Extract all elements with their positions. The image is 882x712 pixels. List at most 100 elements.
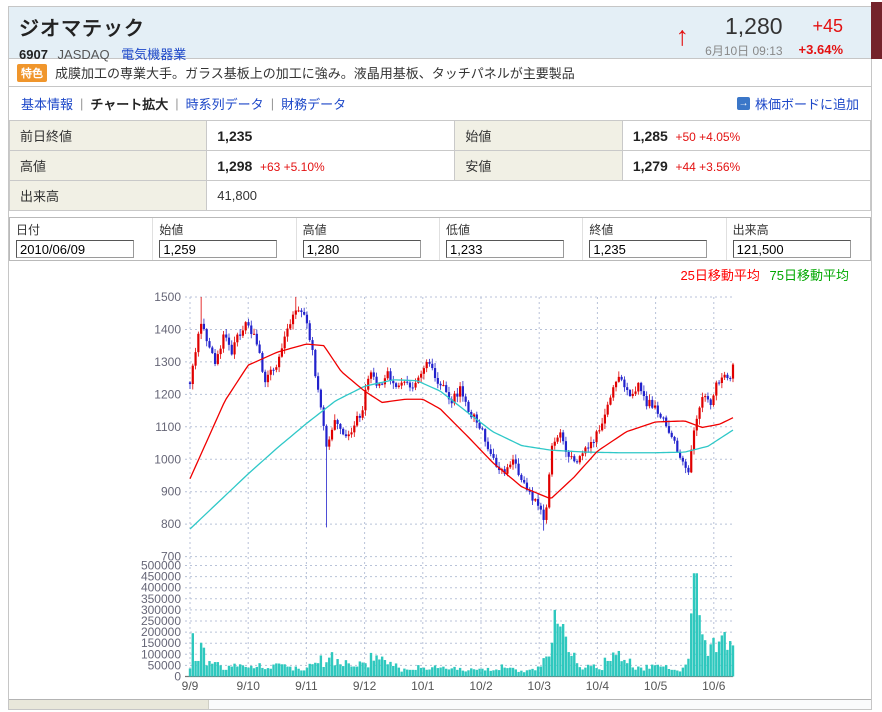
nav-separator: | [175,96,179,111]
feature-badge: 特色 [17,63,47,82]
low-field-cell: 低値 [440,218,584,260]
price-block: 1,280 ↑ +45 6月10日 09:13 +3.64% [676,13,843,59]
svg-text:450000: 450000 [141,570,181,584]
price-change-percent: +3.64% [798,42,843,57]
svg-text:9/12: 9/12 [353,679,377,693]
price-change: +45 [812,16,843,36]
stock-header: ジオマテック 6907 JASDAQ 電気機器業 1,280 ↑ +45 6月1… [9,7,871,62]
svg-text:150000: 150000 [141,636,181,650]
svg-text:1000: 1000 [154,452,181,466]
svg-text:10/1: 10/1 [411,679,435,693]
volume-field-cell: 出来高 [727,218,870,260]
high-change: +63 +5.10% [259,159,325,174]
section-nav: 基本情報 | チャート拡大 | 時系列データ | 財務データ → 株価ボードに追… [9,87,871,120]
cutoff-value-cell [209,700,871,709]
svg-text:10/5: 10/5 [644,679,668,693]
svg-text:700: 700 [161,550,181,564]
tab-chart-expand-active[interactable]: チャート拡大 [90,97,169,112]
open-input[interactable] [159,240,278,258]
next-section-cutoff [9,699,871,709]
low-label: 安値 [454,150,623,181]
svg-text:100000: 100000 [141,647,181,661]
high-number: 1,298 [217,157,253,174]
price-summary-table: 前日終値 1,235 始値 1,285 +50 +4.05% 高値 1,298 … [8,120,872,211]
volume-input[interactable] [732,240,851,258]
daily-quote-form: 日付 始値 高値 低値 終値 出来高 [9,217,871,261]
tab-financial-data[interactable]: 財務データ [281,97,347,112]
open-change: +50 +4.05% [675,129,741,144]
stock-identity: ジオマテック 6907 JASDAQ 電気機器業 [19,12,186,63]
open-value: 1,285 +50 +4.05% [621,120,872,151]
stock-candlestick-chart: 7008009001000110012001300140015000500001… [141,290,735,693]
svg-text:200000: 200000 [141,625,181,639]
high-value: 1,298 +63 +5.10% [206,150,456,181]
open-label: 始値 [454,120,623,151]
volume-number: 41,800 [217,188,258,203]
high-field-label: 高値 [302,223,327,237]
chart-area: 700 800 900 1000 1100 1200 1300 1400 1500 0 50000 1… [9,281,871,699]
price-up-arrow-icon: ↑ [675,20,690,51]
svg-text:10/6: 10/6 [702,679,726,693]
date-field-cell: 日付 [10,218,154,260]
low-value: 1,279 +44 +3.56% [621,150,872,181]
svg-text:10/2: 10/2 [469,679,493,693]
date-label: 日付 [16,223,41,237]
prev-close-number: 1,235 [217,127,253,144]
company-feature-row: 特色 成膜加工の専業大手。ガラス基板上の加工に強み。液晶用基板、タッチパネルが主… [9,59,871,87]
tab-time-series[interactable]: 時系列データ [185,97,264,112]
nav-separator: | [270,96,275,111]
svg-text:900: 900 [161,485,181,499]
date-input[interactable] [16,240,134,258]
svg-text:9/9: 9/9 [182,679,199,693]
stock-code-line: 6907 JASDAQ 電気機器業 [19,44,186,63]
low-number: 1,279 [632,157,668,174]
svg-text:1500: 1500 [154,290,181,304]
svg-text:9/10: 9/10 [237,679,261,693]
high-input[interactable] [302,240,421,258]
prev-close-label: 前日終値 [8,120,208,151]
low-input[interactable] [445,240,564,258]
svg-text:800: 800 [161,517,181,531]
ma75-legend-label: 75日移動平均 [769,268,849,283]
svg-text:500000: 500000 [141,559,181,573]
low-field-label: 低値 [445,223,470,237]
table-row: 高値 1,298 +63 +5.10% 安値 1,279 +44 +3.56% [8,150,872,181]
svg-text:50000: 50000 [148,658,182,672]
svg-text:10/4: 10/4 [586,679,610,693]
ma25-legend-label: 25日移動平均 [680,268,760,283]
svg-text:1100: 1100 [155,420,181,434]
stock-code: 6907 [19,47,48,62]
stock-name: ジオマテック [19,18,145,40]
cutoff-label-cell [9,700,209,709]
svg-text:10/3: 10/3 [528,679,552,693]
close-input[interactable] [589,240,708,258]
add-to-board-link[interactable]: 株価ボードに追加 [754,97,859,112]
svg-text:0: 0 [174,670,181,684]
current-price: 1,280 [724,13,783,39]
close-field-label: 終値 [589,223,614,237]
volume-label: 出来高 [8,180,208,211]
svg-text:1300: 1300 [154,355,181,369]
svg-text:1400: 1400 [154,322,181,336]
svg-text:400000: 400000 [141,581,181,595]
svg-text:300000: 300000 [141,603,181,617]
volume-field-label: 出来高 [732,223,769,237]
table-row: 出来高 41,800 [8,180,871,211]
prev-close-value: 1,235 [206,120,456,151]
volume-value: 41,800 [206,180,871,211]
stock-market: JASDAQ [57,47,110,62]
tab-basic-info[interactable]: 基本情報 [21,97,74,112]
stock-detail-page: ジオマテック 6907 JASDAQ 電気機器業 1,280 ↑ +45 6月1… [8,6,872,710]
nav-separator: | [80,96,84,111]
open-field-label: 始値 [159,223,184,237]
open-number: 1,285 [632,127,668,144]
svg-text:250000: 250000 [141,614,181,628]
feature-text: 成膜加工の専業大手。ガラス基板上の加工に強み。液晶用基板、タッチパネルが主要製品 [55,66,575,81]
ma-legend: 25日移動平均 75日移動平均 [9,261,871,283]
arrow-right-icon: → [736,97,750,110]
svg-text:350000: 350000 [141,592,181,606]
svg-text:1200: 1200 [154,387,181,401]
svg-text:9/11: 9/11 [295,679,318,693]
industry-link[interactable]: 電気機器業 [121,47,187,62]
table-row: 前日終値 1,235 始値 1,285 +50 +4.05% [8,120,872,151]
